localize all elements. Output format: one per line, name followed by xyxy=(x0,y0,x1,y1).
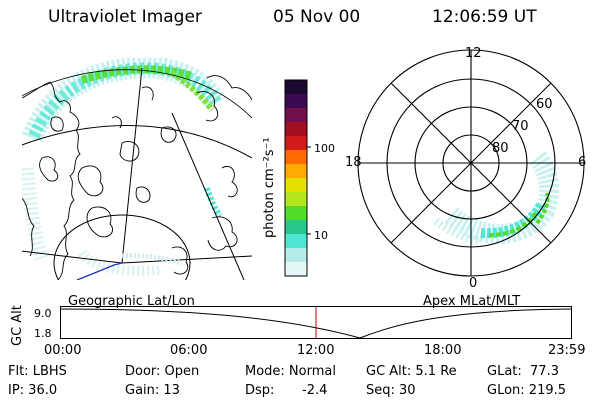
altitude-curve xyxy=(60,308,572,339)
glon-info: GLon: 219.5 xyxy=(487,383,567,398)
polar-grid xyxy=(357,49,585,277)
glat-info: GLat: 77.3 xyxy=(487,364,559,379)
colorbar-band xyxy=(285,262,307,277)
orbit-xtick-0600: 06:00 xyxy=(170,343,208,358)
mode-info: Mode: Normal xyxy=(245,364,336,379)
orbit-xtick-1800: 18:00 xyxy=(424,343,462,358)
colorbar-band xyxy=(285,220,307,235)
terminator-line xyxy=(76,262,123,280)
orbit-xtick-2359: 23:59 xyxy=(548,343,586,358)
mlt-label-12: 12 xyxy=(465,46,482,61)
orbit-altitude-plot xyxy=(60,306,572,339)
seq-info: Seq: 30 xyxy=(366,383,416,398)
mlt-label-0: 0 xyxy=(469,276,478,291)
colorbar-tick-10: 10 xyxy=(314,229,328,242)
colorbar-band xyxy=(285,108,307,123)
colorbar-band xyxy=(285,248,307,263)
colorbar-tick-100: 100 xyxy=(314,142,335,155)
orbit-xtick-0000: 00:00 xyxy=(44,343,82,358)
time-display: 12:06:59 UT xyxy=(432,7,537,27)
polar-caption: Apex MLat/MLT xyxy=(423,294,521,309)
door-info: Door: Open xyxy=(125,364,200,379)
mlat-label-60: 60 xyxy=(536,97,553,112)
colorbar-band xyxy=(285,122,307,137)
app-title: Ultraviolet Imager xyxy=(48,7,202,27)
gc-alt-info: GC Alt: 5.1 Re xyxy=(366,364,457,379)
colorbar-band xyxy=(285,206,307,221)
mlt-label-6: 6 xyxy=(578,155,587,170)
polar-mlat-mlt-plot xyxy=(357,49,585,277)
colorbar-band xyxy=(285,136,307,151)
colorbar-unit-label: photon cm⁻²s⁻¹ xyxy=(262,137,277,238)
orbit-ytick-high: 9.0 xyxy=(34,307,52,320)
colorbar-band xyxy=(285,234,307,249)
geo-map-caption: Geographic Lat/Lon xyxy=(68,294,195,309)
colorbar-band xyxy=(285,80,307,95)
orbit-ytick-low: 1.8 xyxy=(34,327,52,340)
colorbar-band xyxy=(285,150,307,165)
colorbar-band xyxy=(285,192,307,207)
colorbar-band xyxy=(285,94,307,109)
dsp-label: Dsp: xyxy=(245,383,275,398)
orbit-xtick-1200: 12:00 xyxy=(297,343,335,358)
orbit-ylabel: GC Alt xyxy=(10,305,25,346)
colorbar-band xyxy=(285,178,307,193)
mlat-label-70: 70 xyxy=(512,119,529,134)
date-display: 05 Nov 00 xyxy=(273,7,361,27)
filter-info: Flt: LBHS xyxy=(8,364,67,379)
colorbar xyxy=(284,79,311,277)
mlt-label-18: 18 xyxy=(345,155,362,170)
colorbar-band xyxy=(285,164,307,179)
ip-info: IP: 36.0 xyxy=(8,383,58,398)
geographic-map xyxy=(22,58,252,280)
mlat-label-80: 80 xyxy=(492,141,509,156)
aurora-oval-polar xyxy=(433,150,560,245)
geo-grid xyxy=(22,67,252,280)
dsp-value: -2.4 xyxy=(302,383,328,398)
coastlines xyxy=(22,75,252,280)
colorbar-gradient xyxy=(285,80,307,277)
gain-info: Gain: 13 xyxy=(125,383,180,398)
